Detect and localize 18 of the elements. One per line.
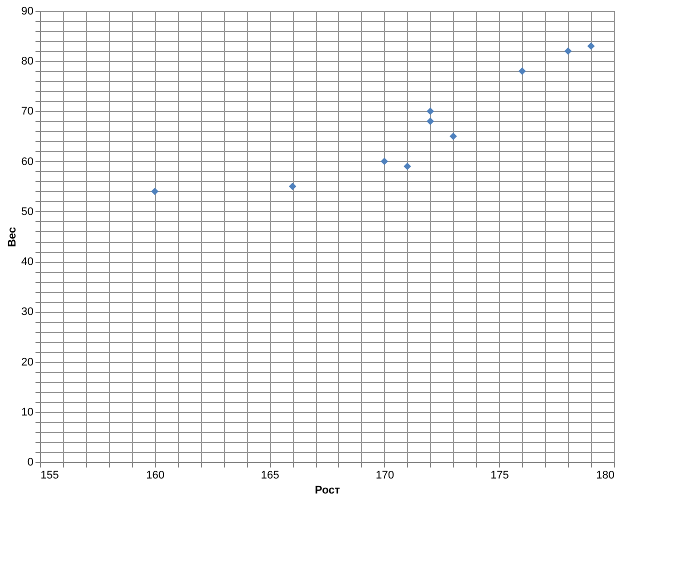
x-tick-label: 155 [40, 470, 59, 482]
y-tick-label: 30 [21, 306, 34, 318]
y-tick-label: 60 [21, 156, 34, 168]
y-tick-label: 90 [21, 6, 34, 18]
x-tick-label: 160 [146, 470, 164, 482]
y-tick-label: 10 [21, 406, 34, 418]
x-tick-label: 180 [596, 470, 614, 482]
y-axis-title: Вес [6, 226, 18, 248]
y-tick-label: 80 [21, 56, 34, 68]
y-tick-label: 70 [21, 106, 34, 118]
x-tick-label: 175 [490, 470, 509, 482]
y-tick-label: 50 [21, 206, 34, 218]
y-tick-label: 0 [27, 456, 34, 468]
y-tick-label: 20 [21, 356, 34, 368]
y-tick-label: 40 [21, 256, 34, 268]
x-axis-title: Рост [314, 484, 341, 496]
x-tick-label: 165 [260, 470, 280, 482]
x-tick-label: 170 [376, 470, 394, 482]
